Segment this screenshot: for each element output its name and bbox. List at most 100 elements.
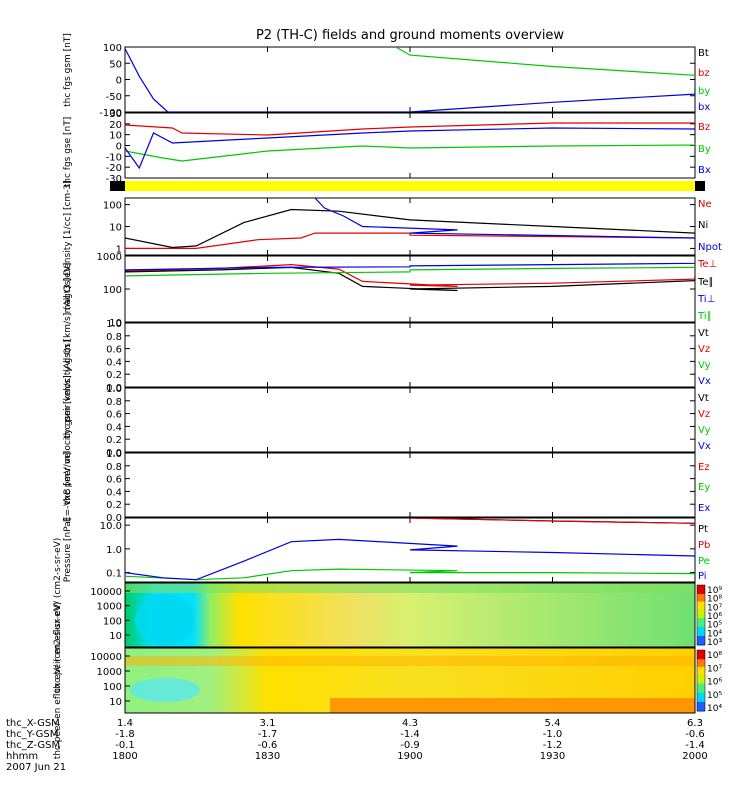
legend-Ni: Ni (698, 220, 708, 231)
ytick-label: 20 (109, 120, 122, 131)
legend-by: by (698, 86, 710, 97)
ytick-label: 0.1 (106, 569, 122, 580)
legend-Vt: Vt (698, 393, 709, 404)
ytick-label: 10 (109, 697, 122, 708)
series-By (125, 143, 695, 162)
ytick-label: 0.4 (106, 422, 122, 433)
colorbar-label: 10⁷ (707, 664, 722, 674)
panel-frame (124, 387, 696, 453)
legend-bx: bx (698, 102, 710, 113)
ytick-label: 0.8 (106, 462, 122, 473)
legend-Bt: Bt (698, 48, 709, 59)
y-gsm-value: -1.0 (543, 729, 563, 740)
ytick-label: 100 (103, 285, 122, 296)
series-Pb (409, 518, 695, 526)
legend-Bx: Bx (698, 165, 711, 176)
ytick-label: 10 (109, 631, 122, 642)
series-Ni (125, 208, 695, 249)
x-gsm-value: 1.4 (117, 718, 133, 729)
ytick-label: 0 (116, 142, 122, 153)
spectrogram-band (125, 583, 695, 593)
series-Pe (125, 568, 695, 581)
ytick-label: 0.4 (106, 357, 122, 368)
legend-Te⊥: Te⊥ (697, 259, 717, 270)
panel-ion_spectrogram: 10000 1000 100 10 thc peir en eflux eV/ (cm2… (53, 538, 722, 693)
z-gsm-value: -0.6 (258, 740, 278, 751)
x-gsm-value: 4.3 (402, 718, 418, 729)
spectrogram-blob (135, 594, 195, 646)
panel-frame (124, 46, 696, 113)
y-axis-label: magt3 [eV] (63, 263, 73, 314)
ytick-label: -100 (99, 108, 122, 119)
panel-electron_spectrogram: 10000 1000 100 10 thc peer en eflux eV/ (cm2… (53, 602, 722, 760)
flag-bar (125, 181, 695, 191)
panel-fgs_gsm: 100 50 0 -50 -100 thc fgs gsm [nT] Bt bz by bx (63, 33, 710, 119)
hhmm-value: 1830 (255, 751, 280, 762)
ytick-label: 10.0 (100, 521, 122, 532)
y-axis-label: Density [1/cc] [cm-3] (63, 180, 73, 275)
colorbar-label: 10³ (707, 638, 722, 648)
ytick-label: 10000 (90, 652, 122, 663)
legend-Bz: Bz (698, 122, 710, 133)
series-Pi (125, 538, 695, 581)
ytick-label: 1 (116, 244, 122, 255)
legend-Vx: Vx (698, 376, 711, 387)
legend-Te∥: Te∥ (697, 277, 714, 288)
legend-By: By (698, 144, 711, 155)
colorbar-label: 10⁸ (707, 651, 722, 661)
series-by (395, 47, 695, 76)
legend-Vz: Vz (698, 344, 710, 355)
ytick-label: 100 (103, 201, 122, 212)
legend-Npot: Npot (698, 242, 722, 253)
colorbar-label: 10⁶ (707, 678, 722, 688)
legend-bz: bz (698, 68, 710, 79)
panel-efield: 1.0 0.8 0.60.4 0.2 0.0 E=-VxB [mV/m] Ez Ey Ex (63, 449, 710, 524)
panel-frame (124, 582, 696, 648)
series-Npot (314, 198, 695, 242)
x-gsm-value: 5.4 (545, 718, 561, 729)
y-axis-label: thc fgs gsm [nT] (63, 33, 73, 107)
ytick-label: -30 (106, 174, 122, 185)
time-axis-row-label: thc_X-GSM (6, 718, 60, 729)
y-gsm-value: -1.7 (258, 729, 278, 740)
legend-Pt: Pt (698, 524, 708, 535)
ytick-label: 0.8 (106, 397, 122, 408)
legend-Vy: Vy (698, 425, 711, 436)
spectrogram-band (330, 698, 695, 713)
panel-temperature: 1000 100 10 magt3 [eV] Te⊥ Te∥ Ti⊥ Ti∥ (63, 252, 717, 329)
y-gsm-value: -0.6 (685, 729, 705, 740)
y-axis-label: thc peir velocity gsm [km/s] (All Qs) (63, 277, 73, 439)
ytick-label: 10 (109, 131, 122, 142)
spectrogram-blob (130, 678, 200, 702)
y-gsm-value: -1.8 (115, 729, 135, 740)
ytick-label: 0.6 (106, 410, 122, 421)
ytick-label: 50 (109, 59, 122, 70)
legend-Ti∥: Ti∥ (697, 311, 712, 322)
legend-Pi: Pi (698, 571, 707, 582)
legend-Ez: Ez (698, 462, 710, 473)
ytick-label: -10 (106, 152, 122, 163)
ytick-label: 100 (103, 616, 122, 627)
hhmm-value: 2000 (682, 751, 707, 762)
ytick-label: 10 (109, 223, 122, 234)
z-gsm-value: -0.1 (115, 740, 135, 751)
legend-Pb: Pb (698, 540, 710, 551)
ytick-label: 1000 (97, 252, 122, 263)
time-axis-row-label: thc_Z-GSM (6, 740, 60, 751)
colorbar-label: 10⁶ (707, 612, 722, 622)
ytick-label: 0 (116, 76, 122, 87)
ytick-label: 1.0 (106, 545, 122, 556)
legend-Pe: Pe (698, 556, 710, 567)
ytick-label: 0.2 (106, 500, 122, 511)
colorbar-label: 10⁸ (707, 595, 722, 605)
ytick-label: 0.0 (106, 448, 122, 459)
spectrogram-band (125, 656, 695, 666)
colorbar-label: 10⁷ (707, 603, 722, 613)
legend-Ne: Ne (698, 199, 712, 210)
series-Ne (125, 232, 695, 249)
hhmm-value: 1800 (112, 751, 137, 762)
ytick-label: 1000 (97, 602, 122, 613)
ytick-label: 0.0 (106, 513, 122, 524)
